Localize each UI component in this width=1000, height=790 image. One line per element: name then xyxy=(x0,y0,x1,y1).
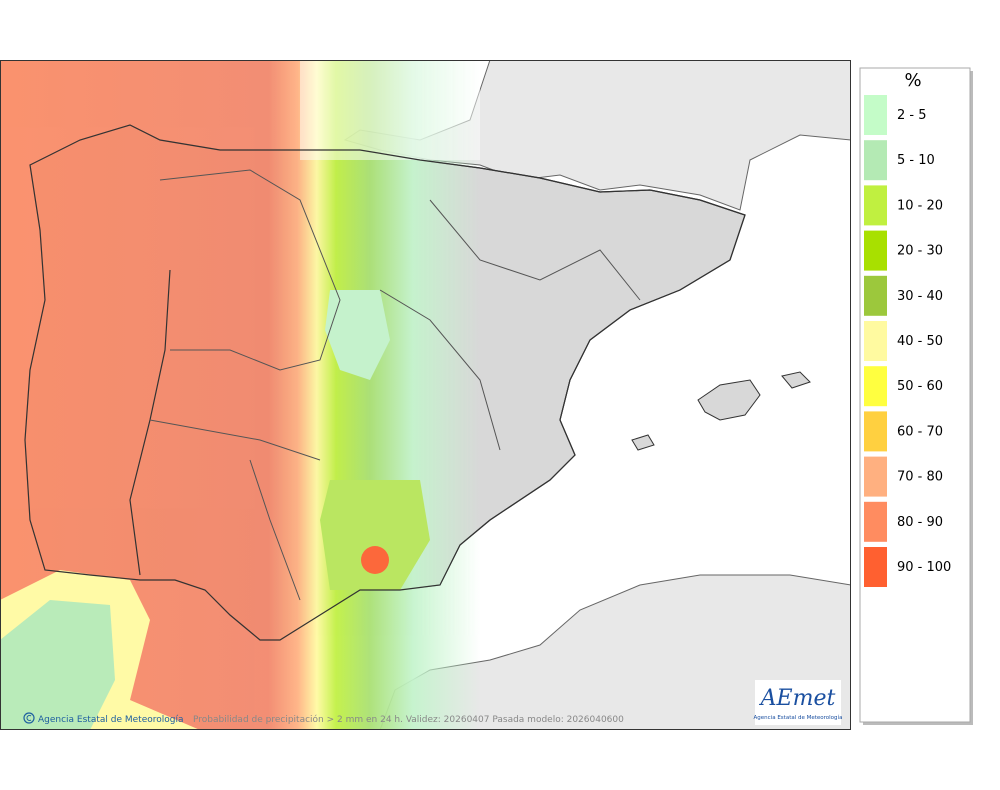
legend-swatch xyxy=(864,321,887,361)
map: Agencia Estatal de Meteorología Probabil… xyxy=(0,60,851,730)
agency-credit: Agencia Estatal de Meteorología xyxy=(38,715,184,725)
legend-swatch xyxy=(864,366,887,407)
logo-box xyxy=(755,680,841,725)
legend-label: 10 - 20 xyxy=(897,198,943,213)
legend-swatch xyxy=(864,185,887,226)
legend-swatch xyxy=(864,275,887,316)
probability-field xyxy=(0,60,480,730)
legend-label: 90 - 100 xyxy=(897,560,951,575)
legend-swatch xyxy=(864,95,887,135)
legend-title: % xyxy=(904,70,921,91)
map-frame xyxy=(0,60,851,730)
legend-label: 50 - 60 xyxy=(897,379,943,394)
legend-label: 30 - 40 xyxy=(897,289,943,304)
legend-label: 70 - 80 xyxy=(897,470,943,485)
legend-label: 2 - 5 xyxy=(897,108,927,123)
legend-label: 20 - 30 xyxy=(897,244,943,259)
legend-items: 2 - 5 5 - 10 10 - 20 20 - 30 30 - 40 40 - 50 5… xyxy=(864,95,951,587)
legend-swatch xyxy=(864,140,887,181)
logo-name: AEmet xyxy=(759,686,836,711)
legend-swatch xyxy=(864,501,887,542)
legend-swatch xyxy=(864,411,887,452)
legend-label: 60 - 70 xyxy=(897,424,943,439)
legend-swatch xyxy=(864,456,887,497)
legend-label: 80 - 90 xyxy=(897,515,943,530)
menorca xyxy=(781,371,811,389)
mallorca xyxy=(697,379,761,421)
legend-label: 40 - 50 xyxy=(897,334,943,349)
map-caption: Probabilidad de precipitación > 2 mm en … xyxy=(193,714,624,725)
legend-label: 5 - 10 xyxy=(897,153,935,168)
logo-subtitle: Agencia Estatal de Meteorología xyxy=(754,714,843,721)
ibiza xyxy=(631,434,655,451)
legend-swatch xyxy=(864,230,887,271)
legend-swatch xyxy=(864,547,887,587)
